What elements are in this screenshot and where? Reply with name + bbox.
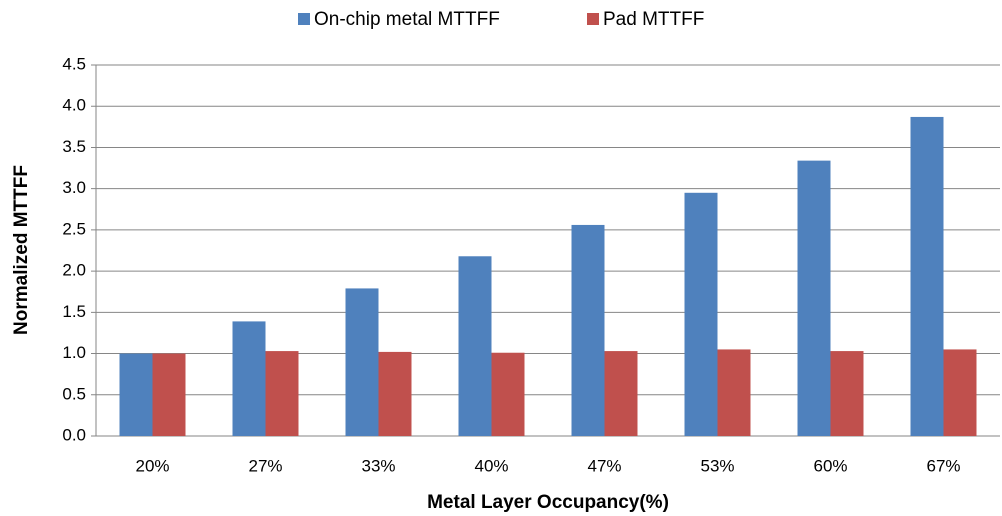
y-tick-label: 0.5 <box>62 384 86 403</box>
legend-label: On-chip metal MTTFF <box>314 9 500 30</box>
x-tick-label: 33% <box>361 456 395 475</box>
x-tick-label: 27% <box>248 456 282 475</box>
y-tick-label: 1.0 <box>62 343 86 362</box>
y-tick-label: 2.5 <box>62 219 86 238</box>
bar <box>458 256 492 436</box>
bar <box>265 351 299 436</box>
legend-swatch <box>298 13 310 25</box>
bar <box>345 288 379 436</box>
bar <box>604 351 638 436</box>
bar <box>717 349 751 436</box>
bar <box>830 351 864 436</box>
x-tick-label: 67% <box>926 456 960 475</box>
bar <box>491 352 525 436</box>
y-tick-label: 0.0 <box>62 425 86 444</box>
x-tick-label: 40% <box>474 456 508 475</box>
bar <box>378 351 412 436</box>
y-tick-label: 3.5 <box>62 137 86 156</box>
x-tick-label: 53% <box>700 456 734 475</box>
bar <box>943 349 977 436</box>
bar <box>232 321 266 436</box>
x-tick-label: 20% <box>135 456 169 475</box>
x-tick-label: 60% <box>813 456 847 475</box>
y-tick-label: 4.5 <box>62 54 86 73</box>
x-axis-title: Metal Layer Occupancy(%) <box>427 492 669 513</box>
legend-label: Pad MTTFF <box>603 9 704 30</box>
bar <box>571 224 605 436</box>
y-tick-label: 1.5 <box>62 302 86 321</box>
y-tick-label: 4.0 <box>62 96 86 115</box>
bar <box>152 353 186 436</box>
y-axis-title: Normalized MTTFF <box>11 165 32 335</box>
bar <box>119 353 153 436</box>
legend-swatch <box>587 13 599 25</box>
y-tick-label: 3.0 <box>62 178 86 197</box>
x-tick-label: 47% <box>587 456 621 475</box>
y-tick-label: 2.0 <box>62 261 86 280</box>
bar <box>910 116 944 436</box>
bar <box>797 160 831 436</box>
bar <box>684 192 718 436</box>
